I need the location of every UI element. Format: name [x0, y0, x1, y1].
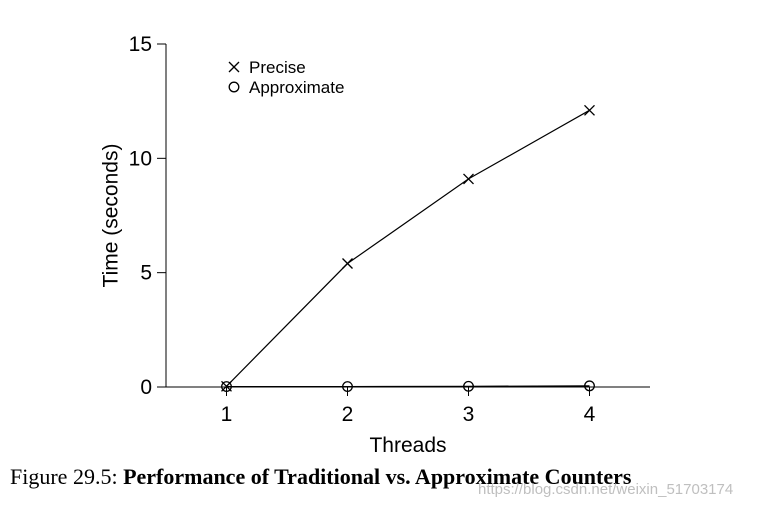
data-point-precise — [584, 104, 595, 116]
x-tick-label: 4 — [584, 403, 596, 426]
data-point-approximate — [342, 381, 353, 392]
series-line-approximate — [226, 385, 590, 388]
chart-series — [221, 104, 595, 392]
x-tick-label: 1 — [221, 403, 233, 426]
y-tick-label: 15 — [129, 33, 152, 56]
x-tick-label: 2 — [342, 403, 354, 426]
x-tick-label: 3 — [463, 403, 475, 426]
legend-marker-approximate — [228, 81, 240, 93]
data-point-approximate — [221, 381, 232, 392]
chart-axes: 0 5 10 15 1 2 3 4 — [129, 33, 650, 426]
data-point-precise — [463, 173, 474, 185]
caption-prefix: Figure 29.5: — [10, 464, 124, 489]
y-axis-title: Time (seconds) — [100, 144, 123, 288]
caption-title: Performance of Traditional vs. Approxima… — [123, 464, 632, 489]
y-tick-label: 10 — [129, 147, 152, 170]
legend-marker-precise — [228, 61, 240, 73]
series-line-precise — [226, 109, 590, 387]
y-tick-label: 0 — [140, 376, 152, 399]
y-tick-label: 5 — [140, 262, 152, 285]
legend-label-precise: Precise — [249, 58, 306, 77]
data-point-approximate — [584, 380, 595, 392]
data-point-precise — [342, 258, 353, 269]
legend-label-approximate: Approximate — [249, 78, 344, 97]
x-axis-title: Threads — [369, 434, 446, 457]
figure-caption: Figure 29.5: Performance of Traditional … — [10, 464, 631, 490]
watermark: https://blog.csdn.net/weixin_51703174 — [478, 481, 734, 498]
data-point-approximate — [463, 380, 474, 392]
